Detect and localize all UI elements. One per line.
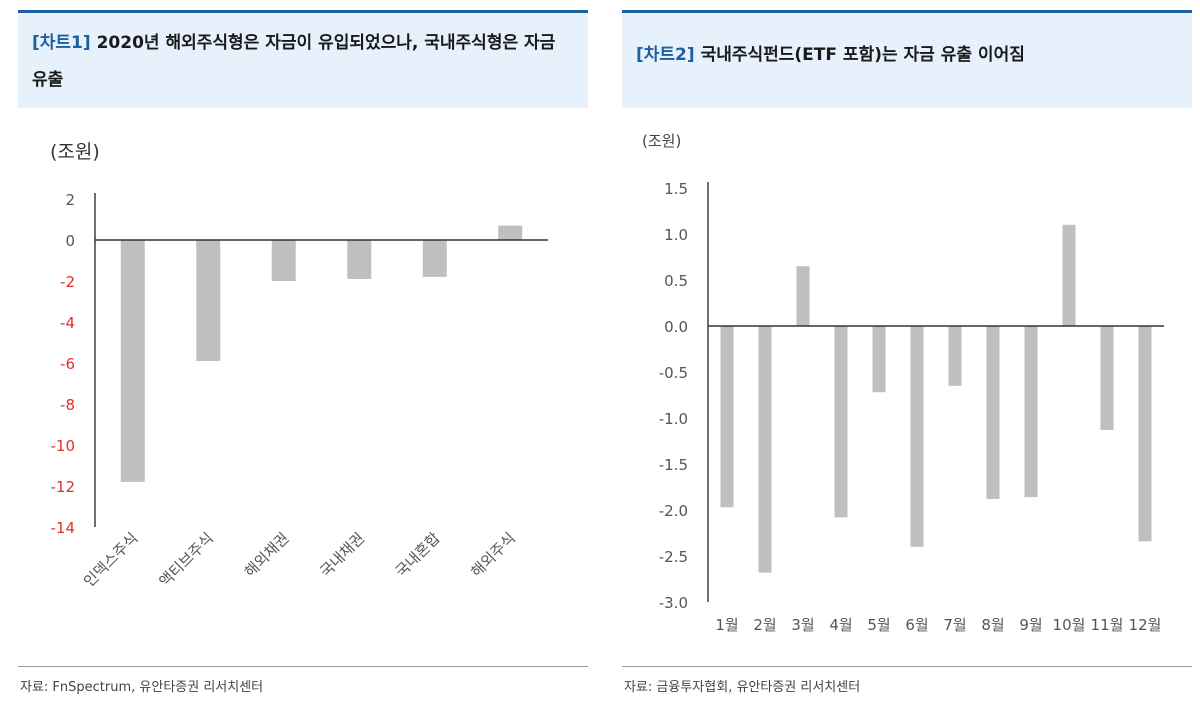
- y-tick-label: 0: [65, 232, 75, 250]
- y-tick-label: -1.0: [659, 410, 688, 428]
- y-tick-label: -4: [60, 314, 75, 332]
- x-tick-label: 8월: [981, 616, 1004, 634]
- footer-divider: [622, 666, 1192, 667]
- chart-header: [차트2] 국내주식펀드(ETF 포함)는 자금 유출 이어짐: [622, 10, 1192, 108]
- source-note: 자료: 금융투자협회, 유안타증권 리서치센터: [624, 680, 861, 695]
- y-tick-label: -3.0: [659, 594, 688, 612]
- chart-title: [차트1] 2020년 해외주식형은 자금이 유입되었으나, 국내주식형은 자금…: [32, 25, 574, 99]
- y-tick-label: -0.5: [659, 364, 688, 382]
- chart-header: [차트1] 2020년 해외주식형은 자금이 유입되었으나, 국내주식형은 자금…: [18, 10, 588, 108]
- y-tick-label: 0.0: [664, 318, 688, 336]
- y-tick-label: 0.5: [664, 272, 688, 290]
- y-tick-label: -12: [51, 478, 76, 496]
- bar: [271, 240, 296, 281]
- bar: [986, 326, 1000, 499]
- x-tick-label: 11월: [1091, 616, 1124, 634]
- bar: [120, 240, 145, 482]
- x-tick-label: 7월: [943, 616, 966, 634]
- bar: [1024, 326, 1038, 498]
- unit-label: (조원): [50, 141, 100, 163]
- bar: [910, 326, 924, 547]
- y-tick-label: -2.5: [659, 548, 688, 566]
- y-tick-label: -14: [51, 519, 76, 537]
- x-tick-label: 인덱스주식: [80, 529, 142, 591]
- x-tick-label: 2월: [753, 616, 776, 634]
- x-tick-label: 5월: [867, 616, 890, 634]
- x-tick-label: 액티브주식: [156, 529, 218, 591]
- bar: [1062, 224, 1076, 326]
- bar: [720, 326, 734, 508]
- x-tick-label: 6월: [905, 616, 928, 634]
- bar: [422, 240, 447, 277]
- chart-title: [차트2] 국내주식펀드(ETF 포함)는 자금 유출 이어짐: [636, 40, 1178, 70]
- chart-title-text: 2020년 해외주식형은 자금이 유입되었으나, 국내주식형은 자금 유출: [32, 33, 556, 90]
- x-tick-label: 4월: [829, 616, 852, 634]
- x-tick-label: 1월: [715, 616, 738, 634]
- x-tick-label: 해외주식: [467, 529, 519, 581]
- y-tick-label: -1.5: [659, 456, 688, 474]
- bar: [834, 326, 848, 518]
- y-tick-label: -2: [60, 273, 75, 291]
- y-tick-label: 1.5: [664, 180, 688, 198]
- x-tick-label: 3월: [791, 616, 814, 634]
- bar: [758, 326, 772, 573]
- y-tick-label: -8: [60, 396, 75, 414]
- bar: [948, 326, 962, 386]
- x-tick-label: 12월: [1129, 616, 1162, 634]
- y-tick-label: -2.0: [659, 502, 688, 520]
- bar: [1100, 326, 1114, 430]
- bar: [1138, 326, 1152, 542]
- bar-chart-monthly-flows: (조원) 1.5 1.0 0.5 0.0 -0.5 -1.0 -1.5 -2.0 -2.5 -3.0…: [642, 132, 1164, 634]
- x-tick-label: 국내혼합: [392, 529, 444, 581]
- y-tick-label: -6: [60, 355, 75, 373]
- chart-title-text: 국내주식펀드(ETF 포함)는 자금 유출 이어짐: [700, 45, 1025, 65]
- source-note: 자료: FnSpectrum, 유안타증권 리서치센터: [20, 680, 264, 695]
- bar: [498, 225, 523, 240]
- footer-divider: [18, 666, 588, 667]
- x-tick-label: 국내채권: [316, 529, 368, 581]
- bar: [872, 326, 886, 393]
- chart-tag: [차트2]: [636, 45, 695, 65]
- x-tick-label: 10월: [1053, 616, 1086, 634]
- bar: [796, 266, 810, 326]
- y-tick-label: -10: [51, 437, 76, 455]
- chart-tag: [차트1]: [32, 33, 91, 53]
- bar: [347, 240, 372, 279]
- y-tick-label: 2: [65, 191, 75, 209]
- bar: [196, 240, 221, 361]
- y-tick-label: 1.0: [664, 226, 688, 244]
- unit-label: (조원): [642, 132, 681, 150]
- x-tick-label: 해외채권: [241, 529, 293, 581]
- x-tick-label: 9월: [1019, 616, 1042, 634]
